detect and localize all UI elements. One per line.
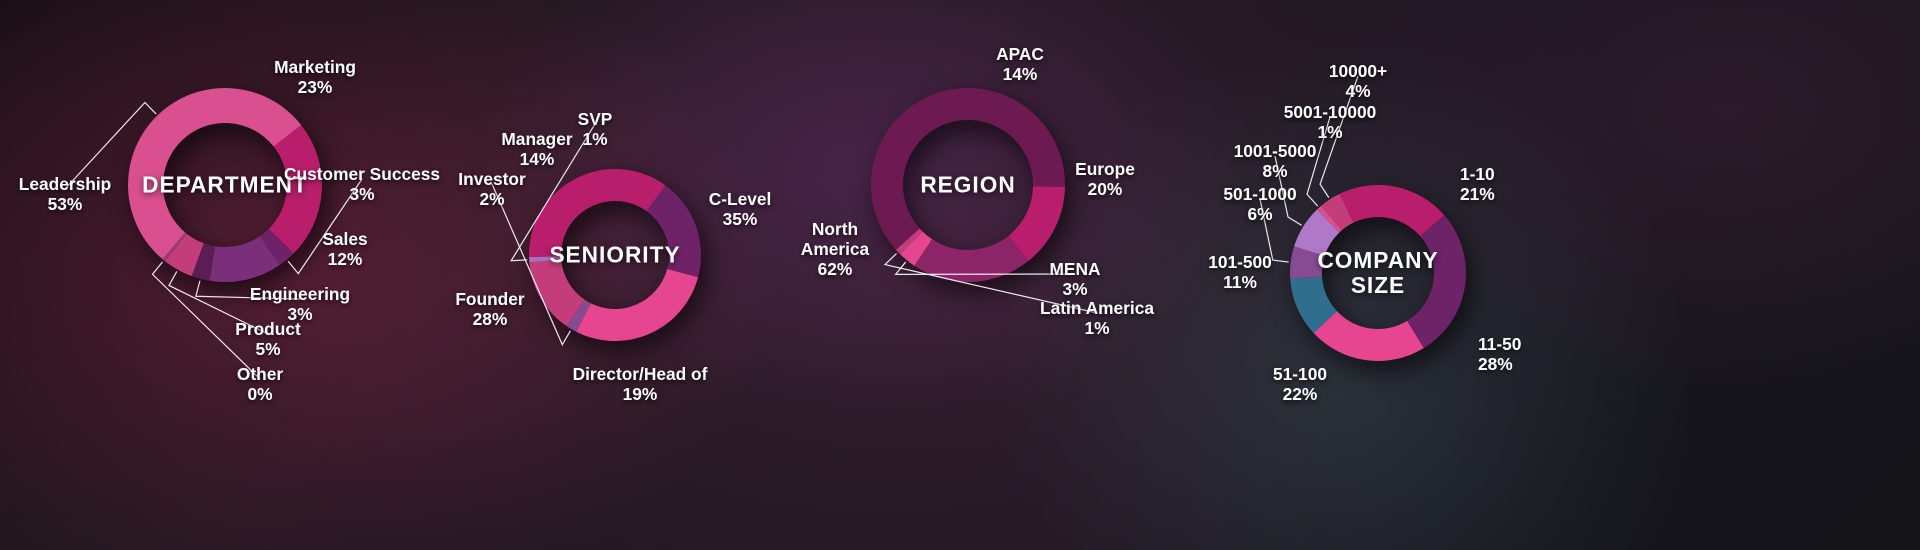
region-title: REGION bbox=[920, 173, 1015, 198]
company_size-label: 11-5028% bbox=[1478, 335, 1521, 375]
region-label: APAC14% bbox=[996, 45, 1044, 85]
region-label: Europe20% bbox=[1075, 160, 1135, 200]
department-label: Sales12% bbox=[322, 230, 367, 270]
seniority-segment bbox=[576, 269, 698, 341]
seniority-label: SVP1% bbox=[578, 110, 613, 150]
company_size-segment bbox=[1314, 311, 1424, 361]
region-label: Latin America1% bbox=[1040, 299, 1154, 339]
company_size-label: 51-10022% bbox=[1273, 365, 1327, 405]
seniority-label: C-Level35% bbox=[709, 190, 772, 230]
company_size-title: COMPANY SIZE bbox=[1317, 248, 1438, 298]
department-label: Leadership53% bbox=[19, 175, 111, 215]
department-title: DEPARTMENT bbox=[142, 173, 308, 198]
company_size-segment bbox=[1339, 185, 1444, 236]
seniority-title: SENIORITY bbox=[549, 243, 680, 268]
seniority-label: Investor2% bbox=[458, 170, 525, 210]
seniority-label: Director/Head of19% bbox=[573, 365, 708, 405]
company_size-label: 101-50011% bbox=[1208, 253, 1272, 293]
department-label: Product5% bbox=[235, 320, 300, 360]
company_size-label: 10000+4% bbox=[1329, 62, 1387, 102]
seniority-label: Manager14% bbox=[501, 130, 572, 170]
company_size-label: 1001-50008% bbox=[1234, 142, 1317, 182]
region-label: NorthAmerica62% bbox=[801, 220, 869, 280]
region-label: MENA3% bbox=[1049, 260, 1100, 300]
dashboard-stage: DEPARTMENT Leadership53% Marketing23% Custo… bbox=[0, 0, 1920, 550]
company_size-label: 5001-100001% bbox=[1284, 103, 1377, 143]
department-label: Other0% bbox=[237, 365, 283, 405]
seniority-label: Founder28% bbox=[455, 290, 524, 330]
department-label: Customer Success3% bbox=[284, 165, 440, 205]
company_size-label: 1-1021% bbox=[1460, 165, 1495, 205]
department-label: Marketing23% bbox=[274, 58, 356, 98]
company_size-label: 501-10006% bbox=[1223, 185, 1296, 225]
